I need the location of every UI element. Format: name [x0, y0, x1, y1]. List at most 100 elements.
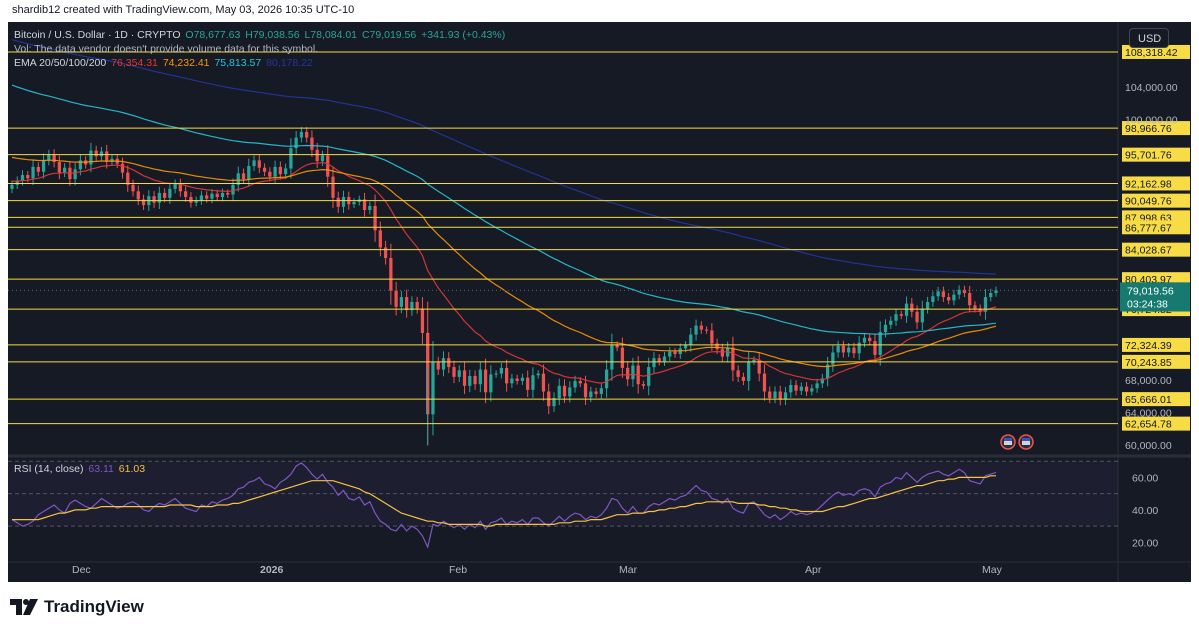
level-label: 98,966.76: [1125, 123, 1172, 135]
candle-body: [825, 364, 830, 379]
candle-body: [194, 200, 198, 203]
candle-body: [78, 160, 83, 170]
candle-body: [278, 166, 282, 175]
candle-body: [610, 345, 614, 370]
candle-body: [989, 293, 993, 298]
ema-label: EMA 20/50/100/200: [14, 57, 107, 69]
candle-body: [62, 167, 67, 173]
candle-body: [704, 329, 709, 331]
candle-body: [473, 376, 477, 385]
candle-body: [820, 378, 824, 384]
candle-body: [936, 291, 940, 297]
candle-body: [184, 191, 188, 197]
candle-body: [831, 352, 835, 365]
candle-body: [489, 374, 493, 393]
candle-body: [383, 247, 388, 259]
candle-body: [220, 192, 225, 197]
candle-body: [189, 196, 193, 203]
candle-body: [31, 166, 35, 179]
candle-body: [631, 365, 635, 380]
price-tick-label: 104,000.00: [1125, 82, 1178, 94]
level-label-bg: [1122, 354, 1190, 369]
candle-body: [626, 367, 630, 380]
ohlc-low: L78,084.01: [304, 29, 358, 41]
candle-body: [205, 195, 209, 199]
event-flag-icon: [1000, 434, 1016, 450]
candle-body: [773, 391, 777, 399]
candle-body: [583, 383, 588, 398]
candle-body: [589, 391, 593, 398]
candle-body: [852, 347, 856, 354]
candle-body: [573, 380, 577, 388]
candle-body: [768, 391, 772, 399]
level-label-bg: [1122, 242, 1190, 257]
candle-body: [857, 342, 861, 354]
candle-body: [431, 362, 435, 415]
rsi-ma-value: 61.03: [118, 463, 146, 475]
candle-body: [552, 398, 556, 407]
candle-body: [620, 347, 625, 368]
candle-body: [841, 345, 846, 353]
tradingview-logo-icon: [10, 599, 38, 615]
candle-body: [731, 347, 735, 371]
candle-body: [736, 370, 740, 377]
candle-body: [994, 290, 998, 294]
event-flag-body: [1022, 438, 1030, 445]
candle-body: [904, 303, 909, 316]
candle-body: [15, 180, 19, 185]
candle-body: [310, 137, 314, 150]
price-tick-label: 68,000.00: [1125, 375, 1172, 387]
candle-body: [652, 358, 656, 368]
candle-body: [389, 258, 393, 291]
candle-body: [368, 205, 372, 211]
candle-body: [299, 131, 304, 138]
candle-body: [683, 345, 688, 349]
candle-body: [973, 305, 977, 309]
candle-body: [26, 175, 30, 179]
candle-body: [978, 308, 982, 312]
candle-body: [436, 362, 440, 370]
candle-body: [862, 337, 867, 343]
candle-body: [931, 296, 935, 302]
candle-body: [168, 188, 172, 198]
tradingview-wordmark: TradingView: [44, 597, 144, 616]
candle-body: [294, 137, 298, 149]
candle-body: [883, 324, 888, 333]
currency-button[interactable]: USD: [1129, 28, 1169, 48]
candle-body: [789, 385, 793, 393]
ohlc-change: +341.93 (+0.43%): [421, 29, 506, 41]
current-price-fill: [1120, 282, 1190, 312]
candle-body: [94, 150, 98, 157]
symbol-title: Bitcoin / U.S. Dollar · 1D · CRYPTO: [14, 29, 181, 41]
candle-body: [315, 149, 319, 162]
ema100-value: 75,813.57: [214, 57, 262, 69]
rsi-line: [11, 462, 997, 549]
candle-body: [199, 195, 204, 201]
candle-body: [510, 378, 514, 384]
level-label: 62,654.78: [1125, 419, 1172, 431]
candle-body: [136, 191, 140, 200]
price-chart[interactable]: 108,318.42 98,966.76 95,701.76 92,162.98 90,…: [8, 22, 1191, 582]
time-tick-label: 2026: [260, 564, 284, 576]
event-flag-stripe: [1022, 438, 1030, 441]
candle-body: [305, 131, 309, 138]
candle-body: [257, 160, 261, 168]
candle-body: [541, 373, 546, 392]
candle-body: [594, 391, 598, 394]
candle-body: [536, 373, 540, 376]
level-label: 90,049.76: [1125, 196, 1172, 208]
candle-body: [152, 196, 156, 203]
candle-body: [615, 345, 619, 348]
event-flag-stripe: [1004, 438, 1012, 441]
candle-body: [557, 385, 561, 399]
candle-body: [815, 383, 819, 389]
chart-panel[interactable]: 108,318.42 98,966.76 95,701.76 92,162.98 90,…: [8, 22, 1191, 582]
price-tick-label: 100,000.00: [1125, 115, 1178, 127]
candle-body: [968, 293, 972, 306]
candle-body: [73, 169, 77, 180]
candle-body: [599, 388, 603, 394]
candle-body: [699, 325, 703, 330]
candle-body: [715, 343, 719, 350]
candle-body: [262, 167, 267, 172]
level-label: 72,324.39: [1125, 340, 1172, 352]
